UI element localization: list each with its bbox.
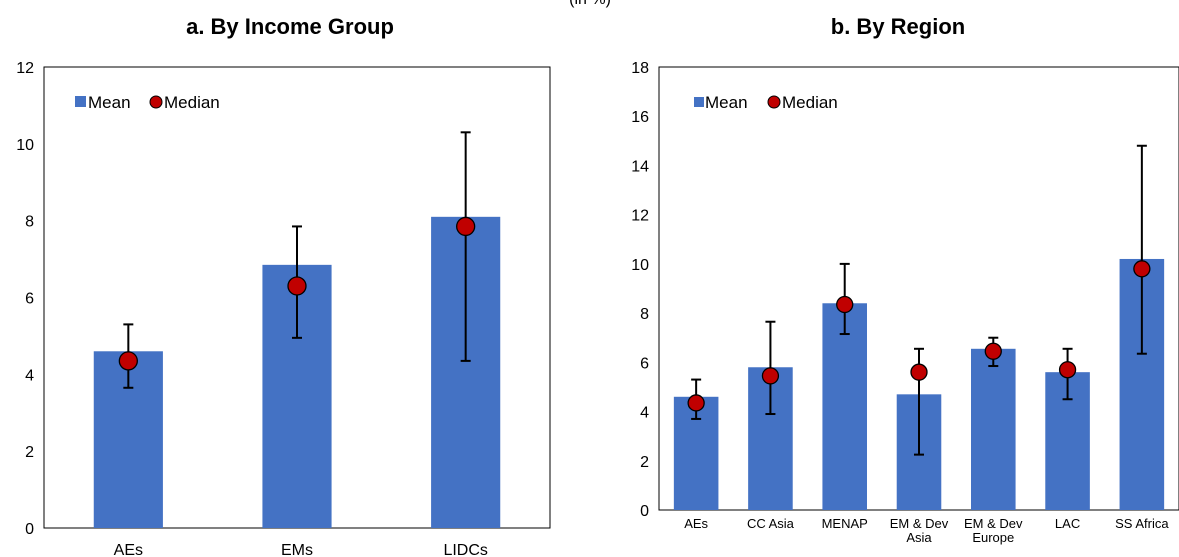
panel-a-title: a. By Income Group: [186, 14, 394, 39]
legend-mean-swatch: [694, 97, 704, 107]
legend-mean-label: Mean: [88, 93, 131, 112]
median-marker: [761, 367, 780, 385]
legend-median-label: Median: [164, 93, 220, 112]
median-marker: [456, 216, 476, 237]
median-marker: [287, 276, 307, 296]
top-caption: (in %): [569, 0, 611, 8]
x-tick-label: LAC: [1055, 516, 1080, 531]
x-tick-label: EMs: [281, 542, 313, 557]
panel-b-chart: b. By Region 0 2 4 6 8 10 12 14 16 18 AEs CC Asia ME…: [631, 14, 1179, 545]
x-tick-label: CC Asia: [747, 516, 795, 531]
legend-median-swatch: [767, 95, 781, 109]
x-tick-label: EM & Dev Europe: [964, 516, 1023, 545]
x-tick-label: AEs: [684, 516, 708, 531]
y-tick-label: 16: [631, 109, 649, 126]
y-tick-label: 2: [25, 444, 34, 461]
legend-median-swatch: [149, 95, 163, 109]
x-tick-label: AEs: [114, 542, 143, 557]
x-tick-label: LIDCs: [443, 542, 487, 557]
y-tick-label: 8: [25, 214, 34, 231]
y-tick-label: 0: [640, 503, 649, 520]
bar-mean: [971, 348, 1016, 510]
median-marker: [836, 295, 854, 314]
y-tick-label: 10: [631, 257, 649, 274]
median-marker: [984, 342, 1002, 360]
y-tick-label: 14: [631, 158, 649, 175]
x-tick-label: MENAP: [822, 516, 868, 531]
median-marker: [1058, 361, 1077, 379]
median-marker: [1133, 260, 1151, 278]
panel-b-legend: Mean Median: [694, 93, 838, 112]
y-tick-label: 6: [25, 291, 34, 308]
y-tick-label: 2: [640, 454, 649, 471]
panel-a-legend: Mean Median: [75, 93, 220, 112]
median-marker: [910, 363, 928, 381]
y-tick-label: 0: [25, 521, 34, 538]
legend-mean-swatch: [75, 96, 86, 107]
panel-b-title: b. By Region: [831, 14, 965, 39]
y-tick-label: 6: [640, 355, 649, 372]
median-marker: [118, 351, 138, 371]
bar-mean: [822, 303, 867, 510]
y-tick-label: 18: [631, 60, 649, 77]
x-tick-label: SS Africa: [1115, 516, 1169, 531]
y-tick-label: 4: [25, 367, 34, 384]
y-tick-label: 4: [640, 405, 649, 422]
y-tick-label: 12: [631, 208, 649, 225]
x-tick-label: EM & Dev Asia: [890, 516, 949, 545]
median-marker: [687, 394, 705, 412]
legend-median-label: Median: [782, 93, 838, 112]
y-tick-label: 8: [640, 306, 649, 323]
y-tick-label: 12: [16, 60, 34, 77]
y-tick-label: 10: [16, 137, 34, 154]
legend-mean-label: Mean: [705, 93, 748, 112]
